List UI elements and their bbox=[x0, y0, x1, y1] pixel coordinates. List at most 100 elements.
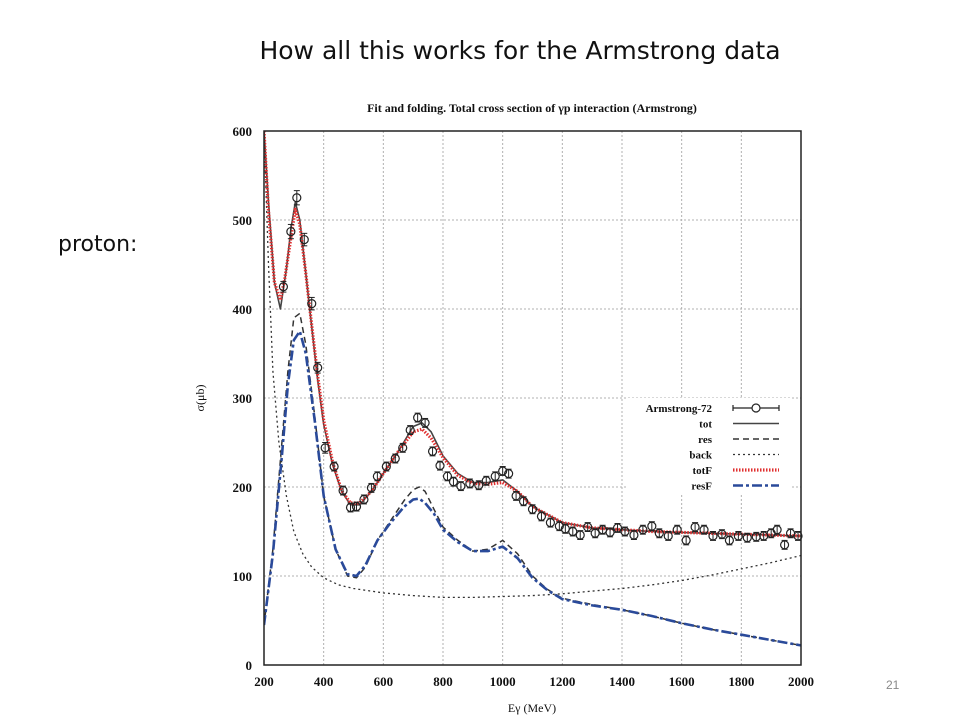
data-point bbox=[793, 531, 803, 541]
data-point bbox=[465, 478, 475, 489]
data-point bbox=[583, 522, 593, 532]
page-number: 21 bbox=[886, 678, 900, 692]
point-marker bbox=[286, 226, 296, 237]
data-point bbox=[390, 453, 400, 464]
data-point bbox=[759, 531, 769, 541]
point-marker bbox=[329, 461, 339, 472]
x-tick-label: 200 bbox=[254, 674, 274, 689]
y-tick-label: 100 bbox=[233, 569, 253, 584]
legend-box bbox=[628, 398, 790, 494]
y-tick-label: 300 bbox=[233, 391, 253, 406]
data-point bbox=[575, 530, 585, 541]
data-point bbox=[398, 442, 408, 453]
data-point bbox=[413, 412, 423, 423]
point-marker bbox=[372, 471, 382, 481]
data-point bbox=[481, 475, 491, 486]
data-point bbox=[638, 524, 648, 535]
data-point bbox=[442, 471, 453, 482]
point-marker bbox=[474, 480, 484, 490]
point-marker bbox=[490, 471, 500, 481]
data-point bbox=[299, 232, 309, 247]
point-marker bbox=[504, 469, 514, 479]
point-marker bbox=[605, 527, 615, 537]
point-marker bbox=[465, 478, 475, 489]
data-point bbox=[708, 531, 718, 541]
point-marker bbox=[413, 412, 423, 423]
y-tick-label: 600 bbox=[233, 124, 253, 139]
data-point bbox=[733, 531, 743, 541]
data-point bbox=[504, 468, 514, 479]
data-point bbox=[690, 522, 700, 532]
point-marker bbox=[545, 517, 556, 528]
point-marker bbox=[554, 521, 564, 531]
point-marker bbox=[313, 363, 323, 373]
point-marker bbox=[590, 528, 600, 538]
data-point bbox=[536, 511, 547, 522]
point-marker bbox=[575, 530, 585, 540]
point-marker bbox=[793, 531, 803, 541]
x-tick-label: 1000 bbox=[490, 674, 516, 689]
point-marker bbox=[345, 502, 356, 513]
point-marker bbox=[708, 531, 718, 541]
point-marker bbox=[742, 533, 752, 543]
data-point bbox=[681, 535, 691, 546]
point-marker bbox=[320, 443, 330, 453]
data-point bbox=[427, 446, 438, 457]
point-marker bbox=[518, 496, 529, 506]
point-marker bbox=[420, 418, 430, 428]
data-point bbox=[351, 501, 362, 512]
point-marker bbox=[456, 481, 466, 491]
y-tick-label: 0 bbox=[246, 658, 253, 673]
point-marker bbox=[663, 531, 673, 541]
data-point bbox=[490, 471, 500, 482]
point-marker bbox=[717, 529, 727, 539]
point-marker bbox=[733, 531, 743, 541]
point-marker bbox=[536, 511, 547, 521]
x-tick-label: 600 bbox=[374, 674, 394, 689]
data-point bbox=[338, 485, 348, 496]
legend-swatch-marker bbox=[751, 403, 761, 413]
point-marker bbox=[498, 466, 508, 476]
y-axis-label: σ(μb) bbox=[193, 385, 207, 412]
data-point bbox=[511, 490, 521, 501]
data-point bbox=[590, 528, 600, 539]
point-marker bbox=[307, 299, 317, 309]
point-marker bbox=[647, 521, 657, 531]
y-tick-label: 400 bbox=[233, 302, 253, 317]
data-point bbox=[663, 531, 673, 541]
point-marker bbox=[351, 501, 362, 512]
point-marker bbox=[299, 234, 309, 245]
point-marker bbox=[699, 525, 709, 535]
data-point bbox=[545, 517, 556, 528]
plot-title: Fit and folding. Total cross section of … bbox=[367, 101, 697, 115]
point-marker bbox=[390, 453, 400, 464]
data-point bbox=[420, 417, 430, 428]
x-tick-label: 1800 bbox=[728, 674, 754, 689]
series-armstrong-72 bbox=[278, 190, 803, 550]
data-point bbox=[766, 528, 776, 539]
point-marker bbox=[654, 528, 664, 538]
data-point bbox=[456, 481, 466, 492]
point-marker bbox=[442, 471, 453, 481]
data-point bbox=[366, 482, 376, 493]
data-point bbox=[598, 524, 608, 535]
data-point bbox=[435, 460, 445, 471]
legend-label: totF bbox=[692, 465, 712, 477]
point-marker bbox=[366, 483, 376, 493]
point-marker bbox=[690, 522, 700, 532]
data-point bbox=[286, 223, 296, 240]
point-marker bbox=[481, 476, 491, 486]
point-marker bbox=[338, 485, 348, 496]
x-tick-label: 2000 bbox=[788, 674, 814, 689]
data-point bbox=[742, 532, 752, 543]
data-point bbox=[278, 280, 288, 293]
data-point bbox=[518, 496, 529, 507]
legend-label: back bbox=[689, 450, 713, 462]
legend-label: res bbox=[698, 434, 713, 446]
x-tick-label: 1200 bbox=[549, 674, 575, 689]
point-marker bbox=[448, 477, 459, 487]
x-tick-label: 400 bbox=[314, 674, 334, 689]
proton-label: proton: bbox=[58, 232, 138, 257]
data-point bbox=[629, 530, 639, 541]
